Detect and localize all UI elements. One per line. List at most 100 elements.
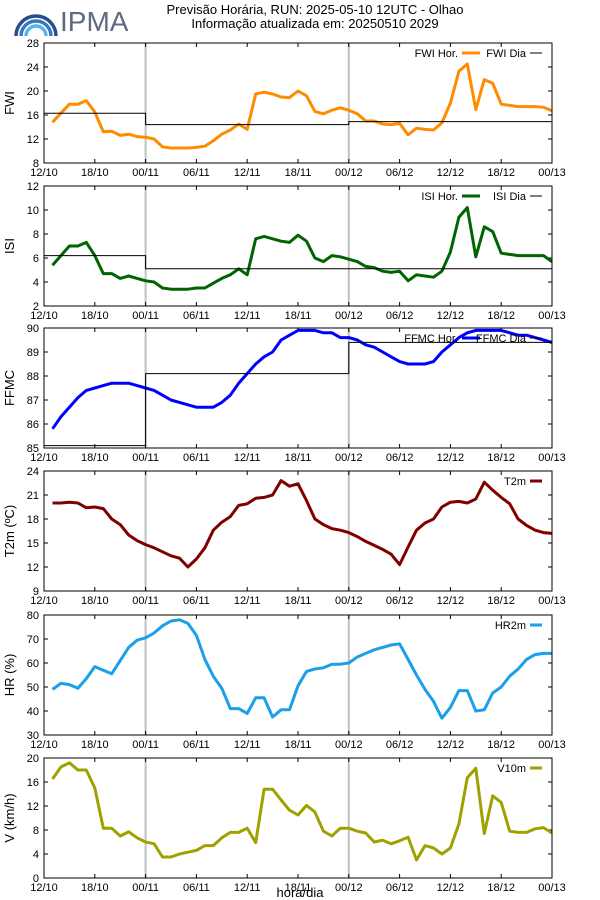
y-tick-label: 6 [33,253,39,265]
y-tick-label: 70 [27,634,39,646]
legend-label: V10m [497,763,526,775]
x-tick-label: 00/13 [538,452,566,464]
x-tick-label: 00/11 [132,452,159,464]
y-tick-label: 8 [33,229,39,241]
panel-isi: 2 4 6 8 10 12 12/10 18/10 00/11 06/11 12/11 18/11 00… [2,181,566,322]
x-tick-label: 06/11 [183,595,210,607]
x-tick-label: 18/12 [487,167,515,179]
x-tick-label: 18/11 [285,739,312,751]
x-tick-label: 12/10 [30,310,58,322]
x-tick-label: 12/10 [30,452,58,464]
plot-frame [43,185,553,307]
x-tick-label: 18/11 [285,595,312,607]
x-tick-label: 12/11 [234,167,261,179]
x-tick-label: 18/12 [487,452,515,464]
x-tick-label: 06/11 [183,452,210,464]
y-axis-label: T2m (ºC) [2,505,17,557]
plot-frame [43,327,553,449]
y-tick-label: 0 [33,873,39,885]
y-tick-label: 4 [33,849,39,861]
x-tick-label: 12/11 [234,595,261,607]
y-axis-label: V (km/h) [2,793,17,842]
y-tick-label: 30 [27,730,39,742]
title-line-2: Informação atualizada em: 20250510 2029 [191,16,439,31]
x-tick-label: 12/12 [437,452,465,464]
plot-frame [43,614,553,736]
y-tick-label: 40 [27,706,39,718]
legend-label: FFMC Hor. [404,333,458,345]
x-tick-label: 18/11 [285,167,312,179]
ipma-logo: IPMA [12,4,128,38]
series-line-isi-daily [44,255,552,270]
x-tick-label: 18/12 [487,739,515,751]
x-tick-label: 12/10 [30,167,58,179]
y-tick-label: 80 [27,610,39,622]
y-tick-label: 88 [27,371,39,383]
x-tick-label: 12/12 [437,882,465,894]
y-tick-label: 18 [27,514,39,526]
y-tick-label: 12 [27,562,39,574]
y-tick-label: 21 [27,490,39,502]
x-tick-label: 18/11 [285,452,312,464]
y-tick-label: 20 [27,753,39,765]
x-tick-label: 18/10 [81,167,109,179]
x-tick-label: 12/12 [437,167,465,179]
ipma-arcs-icon [14,14,58,37]
y-tick-label: 50 [27,682,39,694]
panel-t2m: 9 12 15 18 21 24 12/10 18/10 00/11 06/11 12/11 18/1… [2,466,566,607]
y-tick-label: 2 [33,301,39,313]
x-tick-label: 18/12 [487,595,515,607]
x-tick-label: 18/11 [285,882,312,894]
x-tick-label: 12/11 [234,882,261,894]
series-line-hr2m-hourly [51,618,552,720]
x-tick-label: 00/12 [335,739,363,751]
legend-label: FFMC Dia [476,333,527,345]
x-tick-label: 06/11 [183,167,210,179]
panel-ffmc: 85 86 87 88 89 90 12/10 18/10 00/11 06/11 12/11 18/… [2,323,566,464]
y-tick-label: 9 [33,586,39,598]
y-tick-label: 24 [27,62,39,74]
panel-v10m: 0 4 8 12 16 20 12/10 18/10 00/11 06/11 12/11 18/11 0… [2,753,566,894]
legend-label: HR2m [495,620,526,632]
y-tick-label: 12 [27,181,39,193]
x-tick-label: 12/10 [30,739,58,751]
title-line-1: Previsão Horária, RUN: 2025-05-10 12UTC … [166,2,464,17]
x-tick-label: 12/10 [30,595,58,607]
series-line-t2m-hourly [52,479,553,569]
y-axis-label: HR (%) [2,654,17,697]
x-tick-label: 00/11 [132,882,159,894]
x-tick-label: 00/11 [132,739,159,751]
y-tick-label: 8 [33,158,39,170]
x-tick-label: 00/12 [335,882,363,894]
x-tick-label: 00/12 [335,310,363,322]
y-tick-label: 16 [27,777,39,789]
x-tick-label: 18/12 [487,310,515,322]
y-tick-label: 85 [27,443,39,455]
y-tick-label: 15 [27,538,39,550]
x-tick-label: 06/11 [183,882,210,894]
y-axis-label: FWI [2,91,17,115]
y-tick-label: 89 [27,347,39,359]
x-tick-label: 06/12 [386,882,414,894]
x-tick-label: 12/11 [234,739,261,751]
y-axis-label: ISI [2,238,17,254]
x-tick-label: 00/13 [538,739,566,751]
x-tick-label: 00/12 [335,595,363,607]
x-tick-label: 12/10 [30,882,58,894]
x-tick-label: 18/10 [81,882,109,894]
y-tick-label: 60 [27,658,39,670]
x-tick-label: 06/12 [386,310,414,322]
y-tick-label: 90 [27,323,39,335]
legend-label: ISI Dia [493,191,527,203]
y-tick-label: 10 [27,205,39,217]
x-tick-label: 18/10 [81,310,109,322]
series-line-fwi-daily [44,112,552,126]
plot-frame [43,42,553,164]
x-tick-label: 18/10 [81,452,109,464]
y-tick-label: 24 [27,466,39,478]
y-tick-label: 8 [33,825,39,837]
y-tick-label: 12 [27,134,39,146]
y-tick-label: 16 [27,110,39,122]
x-tick-label: 18/10 [81,595,109,607]
series-line-ffmc-hourly [51,328,553,430]
